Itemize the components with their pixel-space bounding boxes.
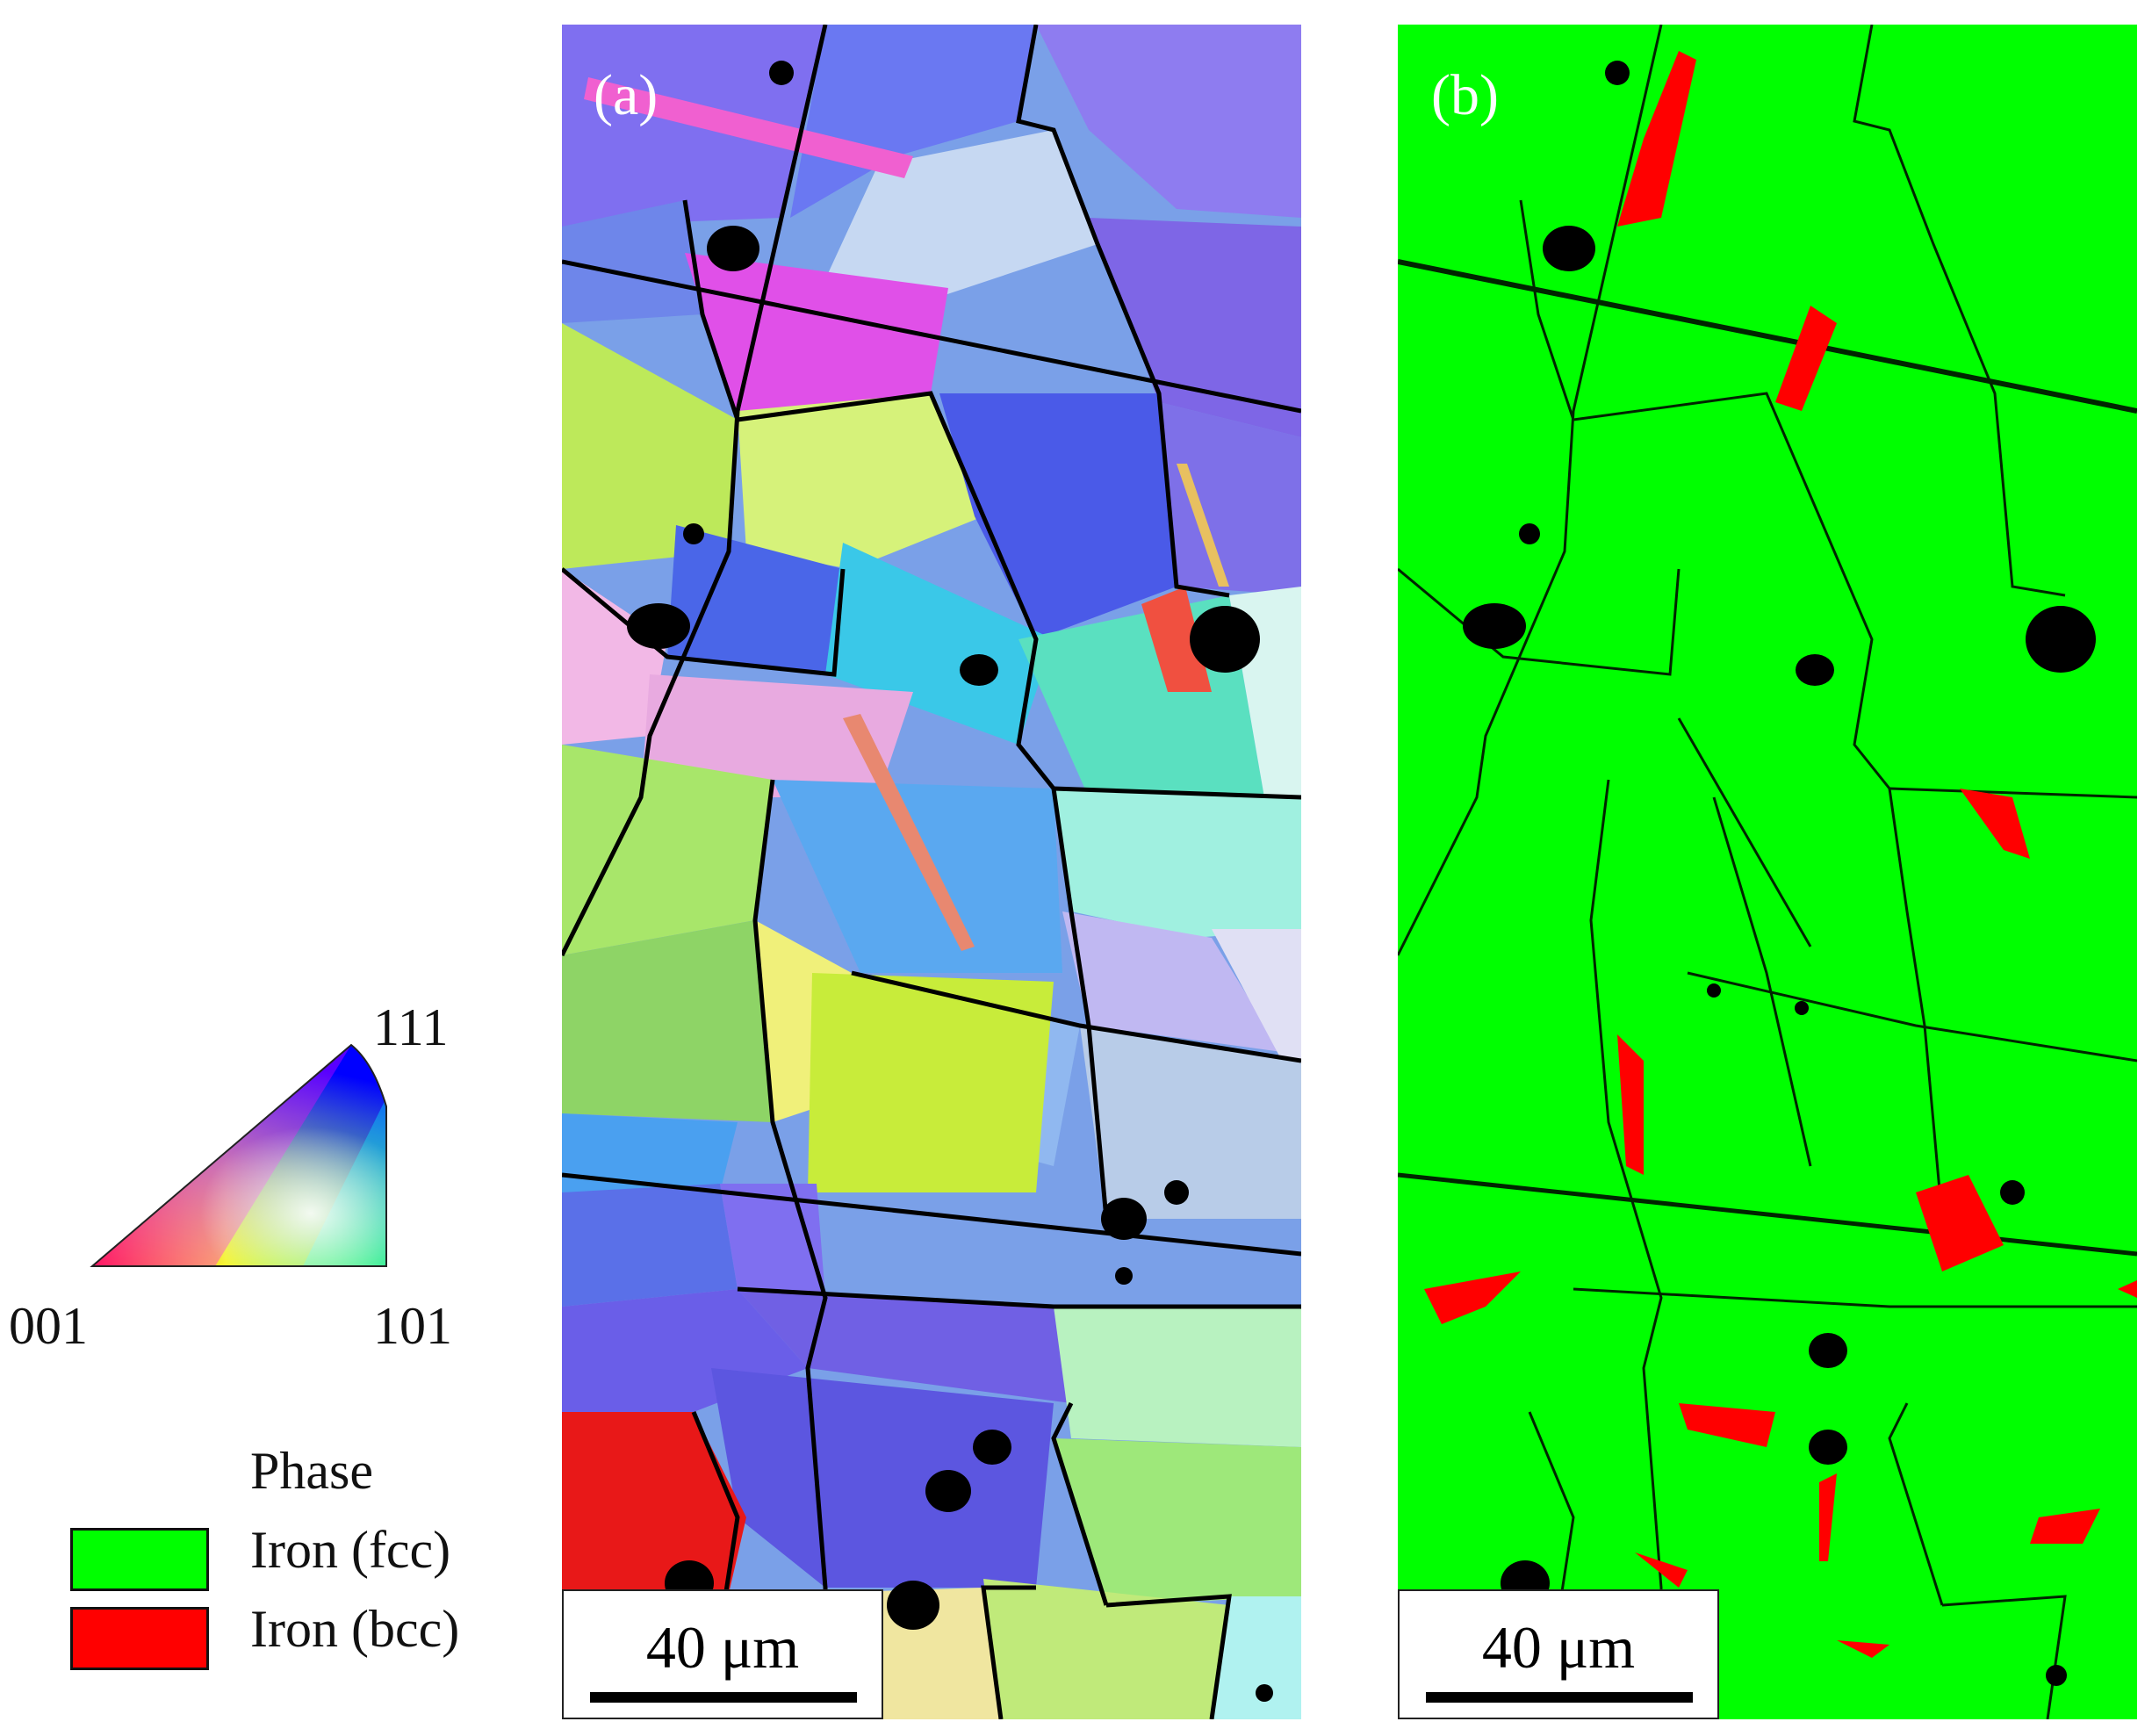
phase-map [1398, 25, 2137, 1719]
fcc-label: Iron (fcc) [250, 1521, 451, 1579]
bcc-swatch [70, 1607, 209, 1670]
panel-a-letter: (a) [594, 63, 659, 127]
phase-legend-title: Phase [250, 1442, 373, 1500]
scale-bar-b [1426, 1692, 1693, 1703]
scale-bar-label-a: 40 μm [645, 1614, 800, 1681]
fcc-swatch [70, 1528, 209, 1591]
ipf-color-key [90, 1043, 387, 1267]
scale-bar-box-b: 40 μm [1398, 1589, 1719, 1719]
panel-b-letter: (b) [1431, 63, 1499, 127]
scale-bar-box-a: 40 μm [562, 1589, 883, 1719]
ipf-orientation-map [562, 25, 1301, 1719]
ipf-label-111: 111 [373, 998, 449, 1056]
ipf-label-101: 101 [373, 1297, 452, 1355]
bcc-label: Iron (bcc) [250, 1600, 460, 1658]
scale-bar-label-b: 40 μm [1481, 1614, 1636, 1681]
scale-bar-a [590, 1692, 857, 1703]
ipf-label-001: 001 [9, 1297, 88, 1355]
